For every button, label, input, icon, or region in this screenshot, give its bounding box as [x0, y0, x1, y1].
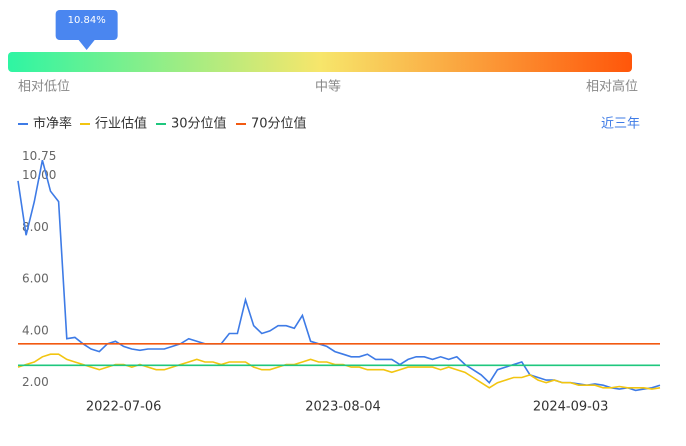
x-tick-label: 2022-07-06 — [86, 400, 162, 415]
gauge-marker: 10.84% — [55, 10, 118, 50]
series-line — [17, 159, 661, 392]
gauge-high: 相对高位 — [586, 79, 638, 95]
legend-label: 行业估值 — [95, 116, 147, 132]
series-line — [17, 353, 661, 390]
marker-label: 10.84% — [68, 15, 106, 26]
x-tick-label: 2024-09-03 — [533, 400, 609, 415]
gauge-mid: 中等 — [315, 79, 341, 95]
legend-label: 市净率 — [33, 116, 72, 132]
y-tick-label: 6.00 — [22, 272, 49, 286]
legend-label: 70分位值 — [251, 116, 307, 132]
x-tick-label: 2023-08-04 — [305, 400, 381, 415]
range-button[interactable]: 近三年 — [601, 117, 640, 132]
gauge-bar — [8, 52, 632, 72]
y-tick-label: 2.00 — [22, 375, 49, 389]
marker-box — [55, 10, 118, 40]
y-tick-label: 10.75 — [22, 149, 56, 163]
gauge-low: 相对低位 — [18, 80, 70, 95]
legend-label: 30分位值 — [171, 116, 227, 132]
marker-pointer — [78, 40, 95, 50]
y-tick-label: 4.00 — [22, 323, 49, 337]
